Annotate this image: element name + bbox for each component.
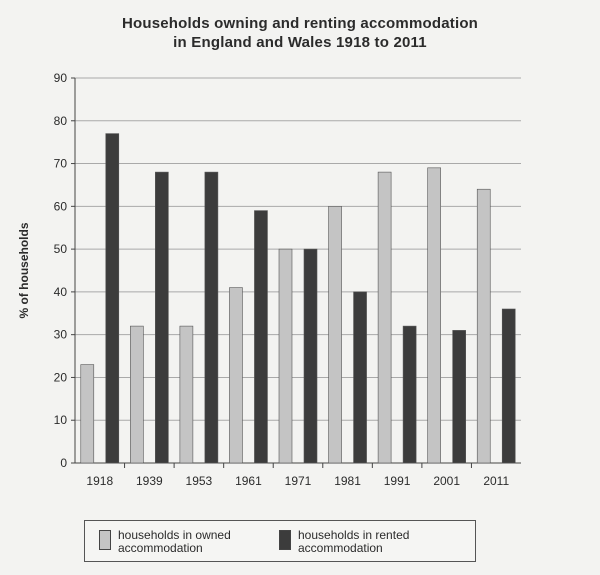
- bar-owned-1939: [130, 325, 144, 464]
- bar-rented-1991: [402, 325, 417, 464]
- legend-item-rented: households in rented accommodation: [279, 529, 438, 555]
- x-tick-label-1953: 1953: [186, 474, 213, 488]
- bar-owned-1991: [377, 171, 392, 464]
- bar-owned-1918: [80, 364, 95, 464]
- chart-title-line-1: Households owning and renting accommodat…: [121, 15, 479, 32]
- legend-swatch-owned: [99, 530, 111, 550]
- x-tick-label-1971: 1971: [285, 474, 312, 488]
- bar-owned-2011: [476, 188, 491, 464]
- x-tick-label-1991: 1991: [384, 474, 411, 488]
- x-tick-label-2011: 2011: [483, 474, 509, 488]
- x-tick-label-1981: 1981: [334, 474, 361, 488]
- chart-title-line-2: in England and Wales 1918 to 2011: [173, 34, 427, 51]
- y-tick-label-10: 10: [54, 413, 68, 427]
- bar-rented-2011: [501, 308, 516, 464]
- bar-rented-1953: [204, 171, 219, 464]
- legend-swatch-rented: [279, 530, 291, 550]
- bar-rented-2001: [452, 330, 466, 464]
- x-tick-label-1918: 1918: [86, 474, 113, 488]
- legend-item-owned: households in owned accommodation: [99, 529, 258, 555]
- legend-label-owned-line-1: households in owned: [118, 528, 231, 542]
- x-tick-label-1961: 1961: [235, 474, 262, 488]
- bar-rented-1961: [254, 210, 268, 464]
- bar-owned-1961: [229, 287, 243, 464]
- x-tick-label-1939: 1939: [136, 474, 163, 488]
- y-tick-label-0: 0: [60, 456, 67, 470]
- bar-rented-1971: [303, 248, 318, 464]
- legend-label-owned-line-2: accommodation: [118, 541, 203, 555]
- bar-chart: 0 10 20 30 40 50 60 70 80 90 % of households 1918 19…: [17, 71, 521, 488]
- y-tick-label-90: 90: [54, 71, 68, 85]
- x-tick-label-2001: 2001: [433, 474, 460, 488]
- bar-owned-2001: [427, 167, 441, 464]
- y-axis-title: % of households: [17, 222, 31, 318]
- legend-label-rented-line-2: accommodation: [298, 541, 383, 555]
- y-tick-label-70: 70: [54, 157, 68, 171]
- y-tick-label-60: 60: [54, 199, 68, 213]
- y-tick-label-80: 80: [54, 114, 68, 128]
- bar-owned-1971: [278, 248, 293, 464]
- bar-rented-1939: [155, 171, 169, 464]
- legend-label-rented-line-1: households in rented: [298, 528, 410, 542]
- chart-legend: households in owned accommodation househ…: [84, 520, 476, 562]
- y-tick-label-40: 40: [54, 285, 68, 299]
- bar-rented-1918: [105, 133, 120, 464]
- bar-rented-1981: [353, 291, 367, 464]
- y-tick-label-30: 30: [54, 328, 68, 342]
- y-tick-label-50: 50: [54, 242, 68, 256]
- bar-owned-1981: [328, 206, 342, 464]
- bar-owned-1953: [179, 325, 194, 464]
- y-tick-label-20: 20: [54, 370, 68, 384]
